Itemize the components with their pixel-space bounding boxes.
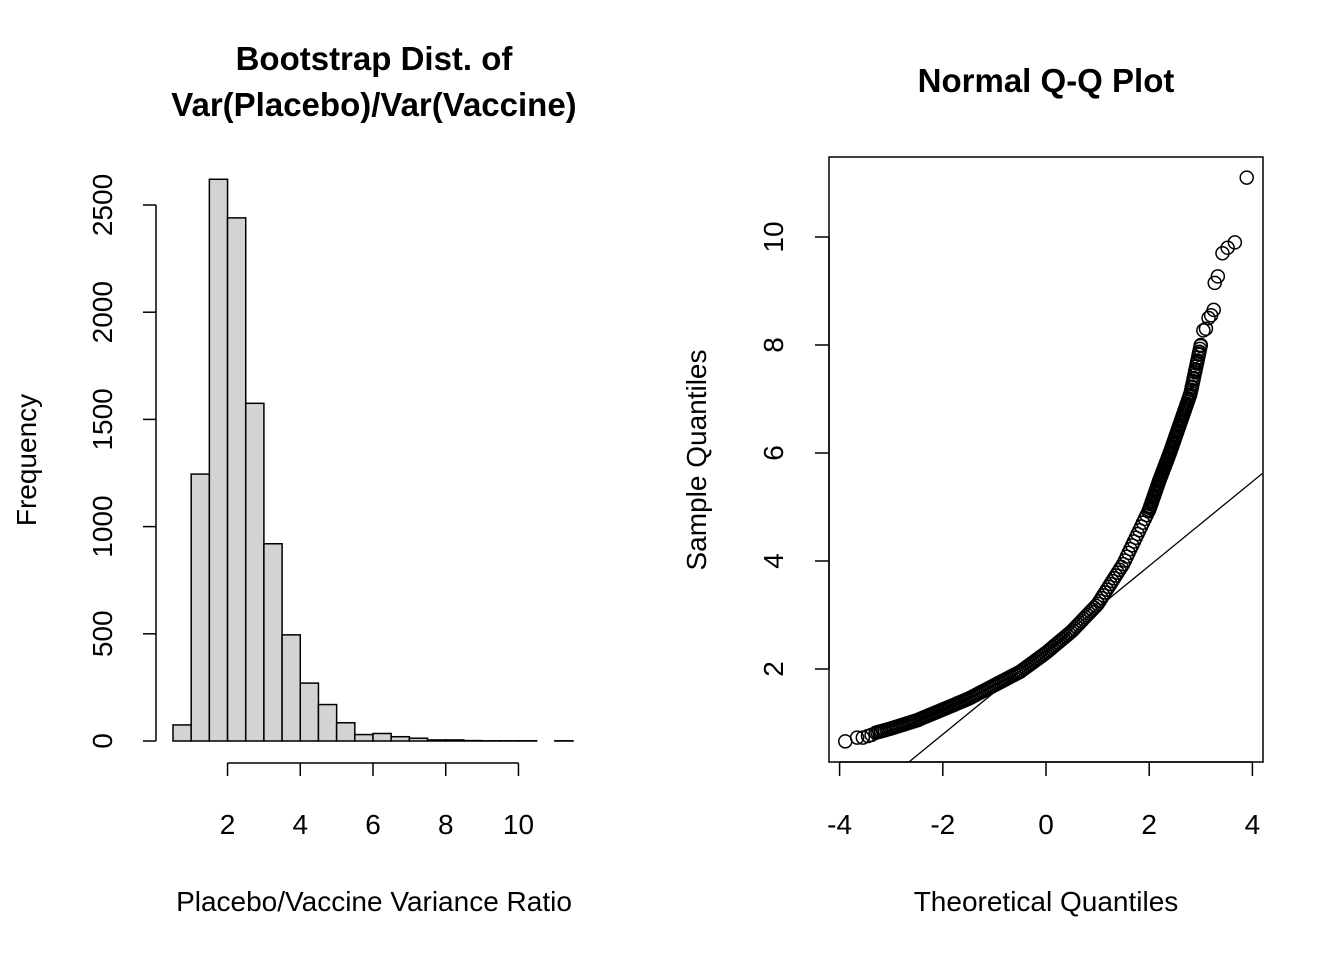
histogram-bar bbox=[263, 543, 283, 742]
qq-point bbox=[1198, 321, 1214, 337]
histogram-bar bbox=[172, 724, 192, 742]
qq-plot-area bbox=[838, 170, 1263, 762]
histogram-bar bbox=[408, 737, 429, 742]
qq-y-tick-label: 8 bbox=[758, 337, 789, 353]
histogram-bars bbox=[172, 178, 574, 742]
histogram-y-tick-label: 1000 bbox=[87, 495, 118, 557]
qq-x-axis-label: Theoretical Quantiles bbox=[914, 886, 1179, 917]
qq-y-tick-label: 4 bbox=[758, 553, 789, 569]
qq-point bbox=[1196, 323, 1211, 338]
qq-point bbox=[1227, 235, 1243, 250]
qq-point bbox=[864, 727, 879, 743]
qq-y-tick-label: 2 bbox=[758, 661, 789, 677]
histogram-bar bbox=[426, 739, 447, 742]
histogram-bar bbox=[354, 733, 374, 742]
histogram-y-axis-label: Frequency bbox=[11, 394, 42, 526]
qq-x-tick-label: 2 bbox=[1141, 809, 1157, 840]
histogram-bar bbox=[244, 402, 265, 742]
histogram-y-axis: 0 500 1000 1500 2000 2500 bbox=[87, 174, 157, 749]
histogram-panel: Bootstrap Dist. of Var(Placebo)/Var(Vacc… bbox=[11, 40, 577, 917]
histogram-y-tick-label: 500 bbox=[87, 610, 118, 657]
histogram-bar bbox=[444, 739, 465, 742]
histogram-x-tick-label: 10 bbox=[503, 809, 534, 840]
histogram-bar bbox=[190, 473, 211, 742]
histogram-y-tick-label: 2500 bbox=[87, 174, 118, 236]
histogram-bar bbox=[208, 178, 229, 742]
qq-y-axis: 2 4 6 8 10 bbox=[758, 221, 830, 677]
qq-point bbox=[1063, 624, 1079, 640]
histogram-x-tick-label: 4 bbox=[292, 809, 308, 840]
qq-point bbox=[1207, 275, 1222, 291]
histogram-bar bbox=[372, 732, 392, 742]
qq-point bbox=[1088, 598, 1104, 614]
qq-plot-box bbox=[828, 156, 1264, 763]
qq-point bbox=[1206, 302, 1221, 318]
qq-point bbox=[1201, 310, 1216, 326]
histogram-x-tick-label: 2 bbox=[220, 809, 236, 840]
histogram-x-tick-label: 8 bbox=[438, 809, 454, 840]
qq-point bbox=[1239, 170, 1254, 185]
qq-point bbox=[1215, 245, 1230, 261]
qq-x-tick-label: 4 bbox=[1245, 809, 1261, 840]
histogram-title-line-1: Bootstrap Dist. of bbox=[236, 40, 514, 77]
qq-point bbox=[849, 730, 865, 745]
histogram-title-line-2: Var(Placebo)/Var(Vaccine) bbox=[171, 86, 576, 123]
qq-y-axis-label: Sample Quantiles bbox=[681, 349, 712, 570]
histogram-x-axis-label: Placebo/Vaccine Variance Ratio bbox=[176, 886, 572, 917]
qq-x-tick-label: 0 bbox=[1038, 809, 1054, 840]
qq-point bbox=[1210, 269, 1226, 284]
qq-point bbox=[1220, 240, 1235, 256]
histogram-x-axis: 2 4 6 8 10 bbox=[220, 762, 534, 840]
histogram-y-tick-label: 0 bbox=[87, 733, 118, 749]
histogram-bar bbox=[335, 722, 356, 742]
histogram-bar bbox=[317, 703, 338, 742]
qq-x-tick-label: -2 bbox=[930, 809, 955, 840]
qq-x-axis: -4 -2 0 2 4 bbox=[827, 761, 1261, 840]
qq-y-tick-label: 6 bbox=[758, 445, 789, 461]
qq-point bbox=[1193, 338, 1208, 354]
histogram-bar bbox=[281, 634, 302, 742]
histogram-bar bbox=[390, 735, 411, 742]
qq-plot-title: Normal Q-Q Plot bbox=[918, 62, 1175, 99]
qq-point bbox=[838, 734, 853, 749]
qq-x-tick-label: -4 bbox=[827, 809, 852, 840]
qq-plot-panel: Normal Q-Q Plot Theoretical Quantiles Sa… bbox=[681, 62, 1264, 917]
histogram-y-tick-label: 2000 bbox=[87, 281, 118, 343]
histogram-bar bbox=[226, 217, 247, 742]
qq-y-tick-label: 10 bbox=[758, 221, 789, 252]
histogram-bar bbox=[299, 682, 320, 742]
histogram-x-tick-label: 6 bbox=[365, 809, 381, 840]
histogram-y-tick-label: 1500 bbox=[87, 388, 118, 450]
